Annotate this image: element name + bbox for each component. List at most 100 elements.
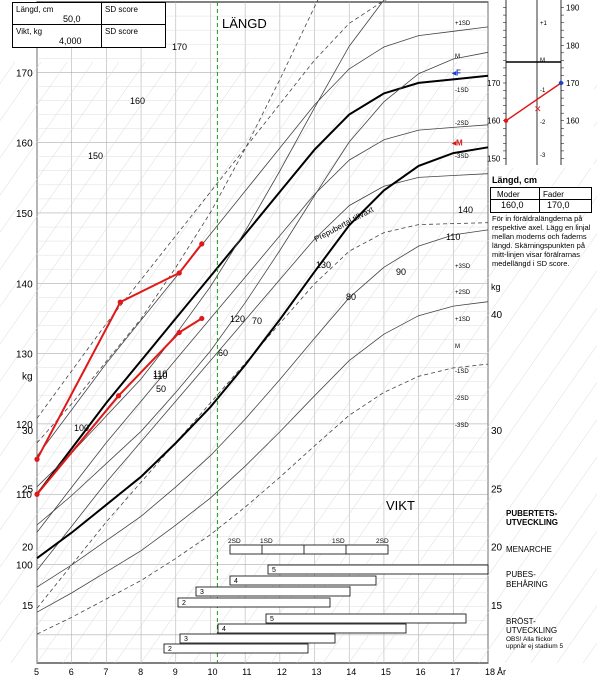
diagonal-guide-line	[348, 307, 597, 664]
nomogram-sd-label: M	[540, 58, 545, 64]
nomogram-sd-label: -1	[540, 88, 546, 94]
breast-stage-bar	[217, 623, 407, 634]
height-sd-label: -1SD	[455, 88, 469, 94]
weight-label: Vikt, kg	[16, 27, 43, 36]
diagonal-guide-line	[0, 61, 276, 456]
weight-sd-curve	[36, 301, 489, 613]
diagonal-guide-line	[296, 233, 597, 664]
weight-value: 4,000	[59, 36, 82, 46]
pubic-stage-label: 4	[234, 578, 238, 585]
diagonal-guide-line	[62, 61, 484, 664]
x-tick-label: 13	[312, 667, 322, 677]
height-inner-label: 160	[130, 96, 145, 106]
breast-stage-label: 5	[270, 616, 274, 623]
height-inner-label: 90	[396, 267, 406, 277]
weight-tick-right: 25	[491, 484, 503, 495]
weight-inner-label: 50	[156, 384, 166, 394]
patient-height-point	[176, 329, 182, 336]
x-tick-label: 18	[485, 667, 495, 677]
height-inner-label: 100	[74, 423, 89, 433]
patient-weight-point	[199, 241, 205, 247]
x-tick-label: 11	[242, 667, 251, 677]
diagonal-guide-line	[322, 270, 597, 664]
pubic-stage-bar	[267, 564, 489, 575]
pubic-stage-bar	[177, 597, 331, 608]
diagonal-guide-line	[478, 493, 597, 664]
length-value: 50,0	[63, 14, 81, 24]
height-inner-label: 150	[88, 151, 103, 161]
mother-height-marker: ◂M	[451, 139, 463, 148]
weight-inner-label: 60	[218, 348, 228, 358]
pubic-stage-label: 2	[182, 600, 186, 607]
weight-sd-curve	[36, 363, 489, 635]
breast-stage-bar	[163, 643, 309, 654]
nomogram-right-tick-label: 160	[566, 117, 580, 126]
nomogram-right-tick-label: 190	[566, 4, 580, 13]
weight-median-curve	[36, 146, 489, 560]
nomogram-mother-point	[503, 118, 509, 123]
diagonal-guide-line	[0, 61, 302, 494]
menarche-sd-label: 2SD	[228, 538, 241, 545]
nomogram-left-tick-label: 150	[487, 154, 501, 163]
nomogram-sd-label: -3	[540, 153, 546, 159]
x-tick-label: 5	[34, 667, 39, 677]
diagonal-guide-line	[0, 61, 146, 270]
weight-tick-right: 15	[491, 601, 503, 612]
x-tick-label: 15	[381, 667, 391, 677]
diagonal-guide-line	[0, 61, 354, 568]
height-sd-label: M	[455, 54, 460, 60]
patient-weight-point	[34, 456, 40, 462]
father-height-marker: ◂F	[451, 68, 461, 77]
weight-sd-label: +3SD	[455, 264, 471, 270]
menarche-sd-label: 1SD	[332, 538, 345, 545]
x-tick-label: 17	[450, 667, 460, 677]
patient-height-point	[34, 491, 40, 497]
weight-tick-left: 20	[22, 543, 34, 554]
breast-stage-label: 3	[184, 636, 188, 643]
height-sd-label: +1SD	[455, 21, 471, 27]
height-median-curve	[36, 74, 489, 495]
patient-height-point	[199, 315, 205, 322]
weight-tick-left: 15	[22, 601, 34, 612]
height-tick-left: 100	[16, 561, 33, 572]
weight-unit-left: kg	[22, 372, 33, 383]
nomogram-father-point	[558, 80, 564, 86]
length-label: Längd, cm	[16, 5, 54, 14]
weight-sd-label: -3SD	[455, 423, 469, 429]
parents-title: Längd, cm	[492, 175, 538, 185]
nomogram-left-tick-label: 160	[487, 117, 501, 126]
mother-label: Moder	[497, 190, 520, 199]
parents-box: Moder Fader 160,0 170,0	[490, 187, 592, 213]
weight-sd-label: +1SD	[455, 317, 471, 323]
diagonal-guide-line	[244, 158, 597, 664]
height-sd-curve	[36, 173, 489, 571]
height-sd-curve	[36, 222, 489, 609]
breast-label-1: BRÖST-	[506, 617, 536, 626]
x-unit-label: År	[497, 667, 506, 677]
menarche-sd-label: 2SD	[376, 538, 389, 545]
x-tick-label: 16	[416, 667, 426, 677]
patient-weight-point	[117, 299, 123, 305]
diagonal-guide-line	[0, 61, 380, 605]
height-sd-curve	[36, 124, 489, 533]
nomogram-right-tick-label: 170	[566, 79, 580, 88]
breast-note-2: uppnår ej stadium 5	[506, 642, 563, 650]
height-inner-label: 170	[172, 42, 187, 52]
breast-note-1: OBS! Alla flickor	[506, 636, 553, 643]
height-tick-left: 120	[16, 420, 33, 431]
weight-tick-right: 20	[491, 543, 503, 554]
x-tick-label: 6	[69, 667, 74, 677]
weight-tick-left: 25	[22, 484, 34, 495]
puberty-title-2: UTVECKLING	[506, 518, 558, 527]
weight-sd-label: -2SD	[455, 396, 469, 402]
height-inner-label: 110	[446, 232, 460, 242]
father-label: Fader	[543, 190, 564, 199]
weight-sd-curve	[36, 0, 319, 444]
diagonal-guide-line	[114, 61, 536, 664]
weight-unit-right: kg	[491, 282, 501, 292]
diagonal-guide-line	[374, 344, 597, 664]
parents-divider-h	[491, 199, 591, 200]
diagonal-guide-line	[0, 61, 406, 642]
diagonal-guide-line	[10, 61, 432, 664]
